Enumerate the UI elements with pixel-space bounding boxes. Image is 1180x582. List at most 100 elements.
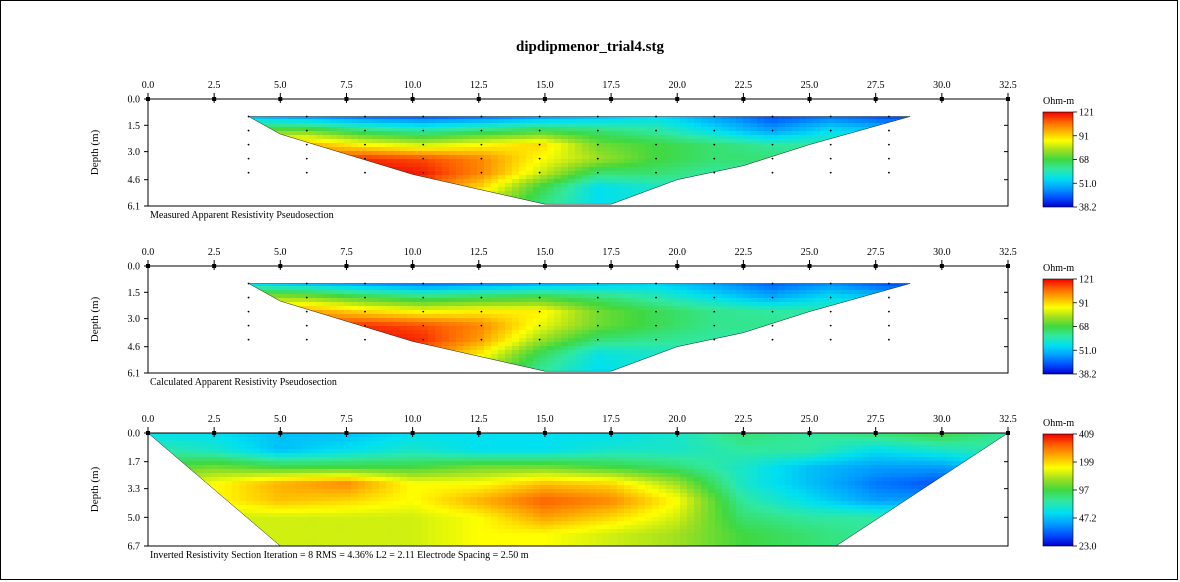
datum-point	[829, 129, 832, 132]
datum-point	[888, 338, 890, 341]
panel-calculated: 0.0 2.5 5.0 7.5 10.0 12.5 15.0 17.5 20.0 22.5 25.0…	[89, 247, 1097, 388]
datum-point	[247, 324, 250, 327]
datum-point	[480, 324, 483, 327]
datum-point	[596, 115, 599, 118]
electrode-marker	[609, 264, 614, 268]
datum-point	[305, 282, 308, 285]
datum-point	[247, 157, 250, 160]
datum-point	[713, 296, 716, 299]
datum-point	[829, 157, 832, 160]
electrode-marker	[807, 264, 812, 268]
electrode-marker	[807, 431, 812, 435]
datum-point	[829, 282, 832, 285]
datum-point	[364, 171, 366, 174]
legend-label: 51.0	[1079, 179, 1097, 190]
x-tick-label: 25.0	[801, 80, 819, 91]
datum-point	[655, 171, 657, 174]
datum-point	[771, 296, 774, 299]
datum-point	[247, 143, 250, 146]
electrode-marker	[542, 431, 547, 435]
datum-point	[596, 157, 599, 160]
datum-point	[364, 157, 366, 160]
legend-label: 23.0	[1079, 542, 1097, 553]
x-tick-label: 2.5	[208, 80, 221, 91]
datum-point	[305, 143, 308, 146]
datum-point	[596, 338, 599, 341]
electrode-marker	[939, 431, 944, 435]
datum-point	[422, 310, 425, 313]
datum-point	[888, 143, 890, 146]
datum-points	[247, 115, 890, 174]
datum-point	[829, 338, 832, 341]
x-tick-label: 32.5	[999, 80, 1017, 91]
datum-point	[596, 143, 599, 146]
datum-point	[422, 157, 425, 160]
x-tick-label: 5.0	[274, 247, 287, 258]
x-tick-label: 22.5	[735, 80, 753, 91]
panel-inverted: 0.0 2.5 5.0 7.5 10.0 12.5 15.0 17.5 20.0 22.5 25.0…	[89, 414, 1097, 561]
datum-point	[422, 143, 425, 146]
datum-point	[364, 310, 366, 313]
datum-point	[771, 324, 774, 327]
x-tick-label: 7.5	[340, 414, 353, 425]
y-tick-label: 5.0	[128, 513, 141, 524]
datum-point	[713, 310, 716, 313]
datum-point	[771, 129, 774, 132]
datum-point	[888, 129, 890, 132]
datum-point	[771, 282, 774, 285]
datum-point	[713, 282, 716, 285]
electrode-marker	[344, 97, 349, 101]
electrode-marker	[807, 97, 812, 101]
x-tick-label: 12.5	[470, 80, 488, 91]
datum-point	[888, 171, 890, 174]
electrode-marker	[278, 264, 283, 268]
legend-unit: Ohm-m	[1043, 96, 1074, 107]
electrode-marker	[410, 431, 415, 435]
datum-point	[538, 129, 541, 132]
electrode-marker	[873, 264, 878, 268]
y-tick-label: 1.5	[128, 121, 141, 132]
electrode-marker	[939, 97, 944, 101]
datum-point	[829, 324, 832, 327]
y-tick-label: 3.0	[128, 314, 141, 325]
legend-unit: Ohm-m	[1043, 263, 1074, 274]
x-tick-label: 7.5	[340, 247, 353, 258]
y-axis-label: Depth (m)	[89, 129, 101, 175]
section-outline	[247, 283, 911, 372]
datum-point	[888, 115, 890, 118]
datum-point	[596, 171, 599, 174]
datum-point	[655, 310, 657, 313]
x-tick-label: 7.5	[340, 80, 353, 91]
legend-label: 91	[1079, 131, 1089, 142]
electrode-marker	[476, 264, 481, 268]
electrode-marker	[542, 264, 547, 268]
datum-point	[422, 129, 425, 132]
x-tick-label: 2.5	[208, 414, 221, 425]
datum-point	[713, 324, 716, 327]
x-tick-label: 10.0	[404, 80, 422, 91]
datum-point	[422, 338, 425, 341]
datum-point	[829, 310, 832, 313]
datum-point	[888, 296, 890, 299]
datum-point	[480, 338, 483, 341]
datum-point	[305, 338, 308, 341]
x-tick-label: 30.0	[933, 414, 951, 425]
legend-label: 51.0	[1079, 346, 1097, 357]
datum-point	[596, 129, 599, 132]
x-tick-label: 20.0	[668, 247, 686, 258]
datum-point	[364, 338, 366, 341]
legend-label: 121	[1079, 108, 1094, 119]
y-axis-label: Depth (m)	[89, 466, 101, 512]
datum-point	[713, 129, 716, 132]
x-tick-label: 0.0	[142, 80, 155, 91]
electrode-marker	[476, 97, 481, 101]
electrode-marker	[741, 264, 746, 268]
x-tick-label: 30.0	[933, 247, 951, 258]
datum-point	[480, 282, 483, 285]
datum-point	[538, 338, 541, 341]
x-tick-label: 0.0	[142, 414, 155, 425]
datum-point	[538, 310, 541, 313]
plot-frame	[147, 265, 1009, 374]
